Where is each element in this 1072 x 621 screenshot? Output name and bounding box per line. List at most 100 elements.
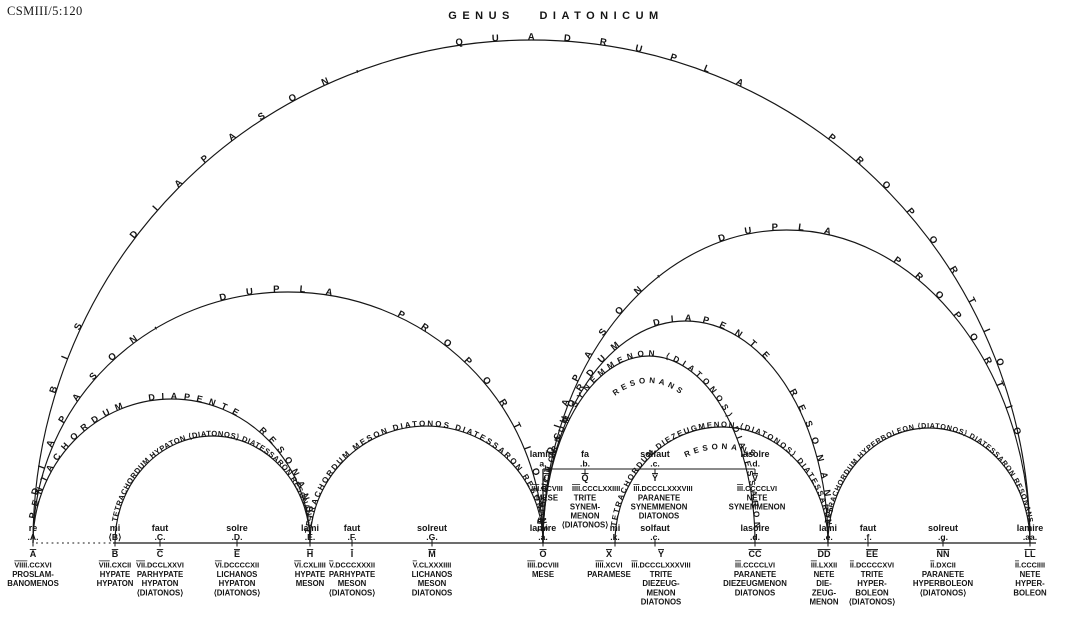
point-G: solreut .G. M V.CLXXXIIII LICHANOS MESON… — [412, 523, 453, 597]
note-name: BOLEON — [1013, 588, 1047, 597]
syllable: lamire — [530, 523, 557, 533]
note-name: DIATONOS — [641, 598, 681, 607]
note-name: ⟨DIATONOS⟩ — [920, 588, 967, 597]
note-name: NETE — [747, 494, 768, 503]
syn-point-d: lasolre .d. V III.CCCCLVI NETE SYNEMMENO… — [729, 449, 786, 512]
point-A: re .A. A VIIII.CCXVI PROSLAM- BANOMENOS — [7, 523, 59, 588]
note-name: DIEZEUGMENON — [723, 579, 787, 588]
note-name: PARHYPATE — [137, 570, 183, 579]
baseline-points: re .A. A VIIII.CCXVI PROSLAM- BANOMENOS … — [7, 523, 1047, 607]
gamut-letter: .C. — [155, 532, 166, 542]
arc-pentachordum-right — [542, 320, 829, 544]
note-name: ⟨DIATONOS⟩ — [214, 588, 261, 597]
point-f-trite-hyperboleon: faut .f. EE II.DCCCCXVI TRITE HYPER- BOL… — [849, 523, 896, 607]
note-name: HYPER- — [857, 579, 887, 588]
note-name: ⟨DIATONOS⟩ — [329, 588, 376, 597]
corner-reference: CSMIII/5:120 — [7, 4, 83, 18]
division-letter: Q — [581, 473, 588, 483]
syn-point-b: fa .b. Q IIII.CCCLXXIIII TRITE SYNEM- ME… — [562, 449, 621, 530]
point-k-paramese: mi .k. X IIII.XCVI PARAMESE — [587, 523, 631, 579]
note-name: MESON — [296, 579, 325, 588]
gamut-letter: .d. — [750, 459, 760, 469]
syllable: faut — [344, 523, 361, 533]
label-tetrachordum-meson: TETRACHORDUM MESON DIATONOS DIATESSARON … — [303, 419, 549, 534]
division-letter: LL — [1025, 549, 1036, 559]
syllable: mi — [610, 523, 621, 533]
point-d-paranete-diezeugmenon: lasolre .d. CC III.CCCCLVI PARANETE DIEZ… — [723, 523, 787, 597]
note-name: PARANETE — [638, 494, 680, 503]
syllable: lami — [301, 523, 319, 533]
string-number: IIII.XCVI — [595, 561, 622, 570]
gamut-letter: .e. — [823, 532, 833, 542]
note-name: DIEZEUG- — [642, 579, 680, 588]
gamut-letter: .c. — [650, 459, 660, 469]
arc-tetrachordum-meson — [309, 425, 544, 544]
note-name: HYPATON — [142, 579, 179, 588]
string-number: VI.DCCCCXII — [215, 561, 259, 570]
note-name: BOLEON — [855, 588, 889, 597]
syllable: fa — [581, 449, 590, 459]
label-tetrachordum-hypaton: TETRACHORDUM HYPATON ⟨DIATONOS⟩ DIATESSA… — [110, 429, 315, 522]
syllable: lasolre — [740, 449, 769, 459]
point-g-paranete-hyperboleon: solreut .g. NN II.DXCII PARANETE HYPERBO… — [913, 523, 974, 597]
label-tetrachordum-hyperboleon: TETRACHORDUM HYPERBOLEON ⟨DIATONOS⟩ DIAT… — [823, 421, 1036, 524]
syllable: faut — [152, 523, 169, 533]
syn-point-a: lamire a. O IIII.DCVIII MESE — [530, 449, 563, 503]
gamut-letter: .A. — [28, 532, 39, 542]
syllable: lamire — [530, 449, 557, 459]
point-c-trite-diezeugmenon: solfaut .c. Y III.DCCCLXXXVIII TRITE DIE… — [631, 523, 690, 607]
note-name: TRITE — [650, 570, 673, 579]
note-name: HYPER- — [1015, 579, 1045, 588]
string-number: III.LXXII — [811, 561, 837, 570]
note-name: PARHYPATE — [329, 570, 375, 579]
division-letter: EE — [866, 549, 878, 559]
string-number: V.CLXXXIIII — [413, 561, 452, 570]
note-name: BANOMENOS — [7, 579, 59, 588]
note-name: TRITE — [574, 494, 597, 503]
point-B: mi ⟨B⟩ B VIII.CXCII HYPATE HYPATON — [97, 523, 134, 588]
string-number: VIIII.CCXVI — [14, 561, 51, 570]
note-name: SYNEMMENON — [631, 503, 688, 512]
syllable: mi — [110, 523, 121, 533]
note-name: PARANETE — [922, 570, 964, 579]
note-name: DIATONOS — [639, 512, 679, 521]
syllable: re — [29, 523, 38, 533]
note-name: DIE- — [816, 579, 832, 588]
label-bis-diapason: BIS DIAPASON, QUADRUPLA PROPORTIO — [48, 32, 1016, 395]
arc-diapason-right — [542, 229, 1031, 544]
string-number: III.CCCCLVI — [735, 561, 775, 570]
division-letter: O — [543, 473, 550, 483]
note-name: NETE — [1020, 570, 1041, 579]
division-letter: C — [157, 549, 164, 559]
baseline-ticks — [32, 539, 1031, 547]
note-name: DIATONOS — [412, 588, 452, 597]
string-number: III.DCCCLXXXVIII — [633, 484, 692, 493]
point-a-mese: lamire .a. O IIII.DCVIII MESE — [527, 523, 559, 579]
arc-diapason-left — [32, 291, 544, 544]
label-synemmenon-resonans: RESONANS — [611, 376, 687, 398]
syllable: solfaut — [640, 449, 670, 459]
note-name: ⟨DIATONOS⟩ — [137, 588, 184, 597]
synemmenon-points: lamire a. O IIII.DCVIII MESE fa .b. Q II… — [530, 449, 786, 530]
division-letter: I — [351, 549, 354, 559]
division-letter: E — [234, 549, 240, 559]
gamut-letter: .f. — [864, 532, 872, 542]
gamut-letter: .G. — [426, 532, 437, 542]
gamut-letter: .c. — [650, 532, 660, 542]
string-number: III.CCCCLVI — [737, 484, 777, 493]
string-number: V.DCCCXXXII — [329, 561, 375, 570]
gamut-letter: a. — [539, 459, 546, 469]
note-name: MESE — [536, 494, 558, 503]
note-name: HYPERBOLEON — [913, 579, 974, 588]
syn-point-c: solfaut .c. Y III.DCCCLXXXVIII PARANETE … — [631, 449, 693, 521]
gamut-letter: .F. — [347, 532, 356, 542]
syllable: solreut — [417, 523, 447, 533]
note-name: LICHANOS — [412, 570, 453, 579]
note-name: HYPATE — [295, 570, 325, 579]
interval-arcs — [32, 39, 1031, 544]
note-name: PROSLAM- — [12, 570, 54, 579]
note-name: ⟨DIATONOS⟩ — [849, 598, 896, 607]
division-letter: O — [539, 549, 546, 559]
